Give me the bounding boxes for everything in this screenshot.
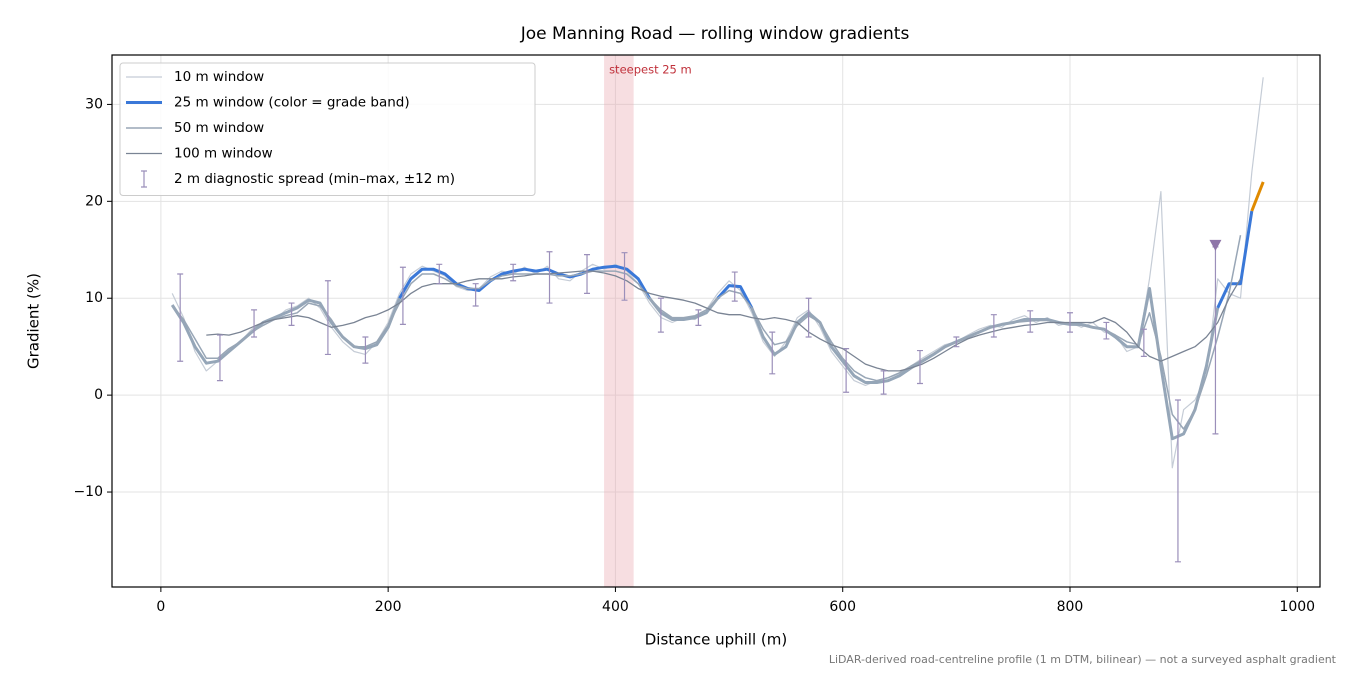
error-bar	[880, 370, 887, 395]
series-line	[206, 270, 1242, 372]
error-bar	[546, 251, 553, 304]
error-bar	[990, 314, 997, 338]
error-bar	[1103, 321, 1110, 340]
y-axis-label: Gradient (%)	[25, 273, 43, 369]
error-bar	[1212, 246, 1219, 435]
error-bar	[472, 283, 479, 307]
error-bar	[916, 349, 923, 385]
error-bar	[805, 297, 812, 338]
error-bar	[436, 263, 443, 285]
x-tick-label: 0	[156, 599, 165, 615]
error-bar	[1066, 312, 1073, 333]
error-bar	[177, 273, 184, 362]
y-tick-label: 10	[85, 290, 103, 306]
x-tick-label: 600	[829, 599, 856, 615]
x-tick-label: 400	[602, 599, 629, 615]
error-bar	[731, 271, 738, 302]
error-bar	[399, 266, 406, 325]
series-line	[170, 297, 401, 365]
legend-label: 25 m window (color = grade band)	[174, 95, 410, 111]
series-line	[1250, 181, 1265, 212]
y-tick-label: 30	[85, 96, 103, 112]
legend-box	[119, 62, 536, 196]
error-bar	[657, 297, 664, 333]
error-bar	[769, 331, 776, 375]
error-bar	[953, 336, 960, 348]
y-tick-label: 0	[94, 387, 103, 403]
series-line	[750, 287, 1220, 441]
legend-swatch	[141, 170, 147, 188]
plot-frame	[111, 54, 1321, 588]
x-axis-label: Distance uphill (m)	[645, 631, 787, 649]
error-bar	[1140, 328, 1147, 357]
series-line	[171, 77, 1264, 469]
error-bar	[251, 309, 258, 338]
error-bar	[510, 263, 517, 282]
error-bar	[324, 280, 331, 356]
error-bar	[1027, 310, 1034, 333]
series-line	[171, 235, 1242, 430]
chart-title: Joe Manning Road — rolling window gradie…	[520, 24, 910, 44]
x-tick-label: 1000	[1279, 599, 1315, 615]
error-bar	[621, 252, 628, 301]
legend-label: 2 m diagnostic spread (min–max, ±12 m)	[174, 171, 455, 187]
highlight-band	[604, 55, 634, 587]
x-tick-label: 800	[1057, 599, 1084, 615]
error-bar	[584, 254, 591, 294]
error-bar	[1174, 399, 1181, 563]
legend-label: 10 m window	[174, 69, 264, 85]
error-bar	[216, 334, 223, 382]
x-tick-label: 200	[375, 599, 402, 615]
error-bar	[695, 309, 702, 326]
error-bar	[288, 302, 295, 326]
y-tick-label: −10	[73, 484, 103, 500]
legend-label: 50 m window	[174, 120, 264, 136]
footnote: LiDAR-derived road-centreline profile (1…	[829, 653, 1337, 666]
series-line	[1216, 210, 1254, 309]
error-bar	[362, 336, 369, 364]
highlight-label: steepest 25 m	[609, 63, 692, 77]
series-line	[398, 264, 651, 299]
marker	[1209, 239, 1222, 251]
error-bar	[843, 348, 850, 393]
y-tick-label: 20	[85, 193, 103, 209]
legend-label: 100 m window	[174, 146, 273, 162]
